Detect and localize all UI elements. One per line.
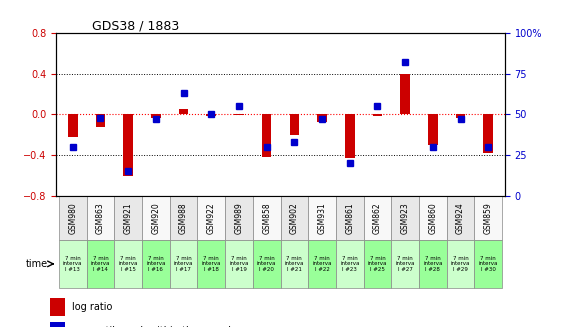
- FancyBboxPatch shape: [59, 240, 86, 288]
- Bar: [484, 114, 493, 153]
- Text: GSM863: GSM863: [96, 202, 105, 234]
- Bar: [262, 114, 272, 157]
- FancyBboxPatch shape: [419, 196, 447, 240]
- FancyBboxPatch shape: [169, 240, 197, 288]
- FancyBboxPatch shape: [225, 240, 253, 288]
- Text: 7 min
interva
l #21: 7 min interva l #21: [284, 256, 304, 272]
- Text: GSM931: GSM931: [318, 202, 327, 234]
- Bar: [345, 114, 355, 158]
- FancyBboxPatch shape: [447, 240, 475, 288]
- Bar: [289, 114, 299, 135]
- FancyBboxPatch shape: [169, 196, 197, 240]
- FancyBboxPatch shape: [308, 196, 336, 240]
- FancyBboxPatch shape: [253, 240, 280, 288]
- FancyBboxPatch shape: [114, 196, 142, 240]
- Text: 7 min
interva
l #19: 7 min interva l #19: [229, 256, 249, 272]
- Bar: [123, 114, 133, 176]
- Text: GDS38 / 1883: GDS38 / 1883: [92, 20, 180, 33]
- Text: log ratio: log ratio: [72, 302, 112, 312]
- FancyBboxPatch shape: [475, 196, 502, 240]
- Bar: [179, 109, 188, 114]
- FancyBboxPatch shape: [475, 240, 502, 288]
- Text: GSM862: GSM862: [373, 202, 382, 234]
- Text: 7 min
interva
l #27: 7 min interva l #27: [396, 256, 415, 272]
- FancyBboxPatch shape: [142, 240, 169, 288]
- FancyBboxPatch shape: [392, 240, 419, 288]
- FancyBboxPatch shape: [419, 240, 447, 288]
- Text: 7 min
interva
l #25: 7 min interva l #25: [367, 256, 387, 272]
- FancyBboxPatch shape: [308, 240, 336, 288]
- Text: 7 min
interva
l #16: 7 min interva l #16: [146, 256, 165, 272]
- FancyBboxPatch shape: [59, 196, 86, 240]
- Text: GSM923: GSM923: [401, 202, 410, 234]
- Text: GSM921: GSM921: [123, 202, 132, 234]
- Text: GSM858: GSM858: [262, 202, 271, 234]
- Bar: [68, 114, 77, 137]
- Text: GSM920: GSM920: [151, 202, 160, 234]
- Bar: [428, 114, 438, 145]
- FancyBboxPatch shape: [197, 196, 225, 240]
- FancyBboxPatch shape: [364, 196, 392, 240]
- FancyBboxPatch shape: [280, 196, 308, 240]
- Text: 7 min
interva
l #29: 7 min interva l #29: [451, 256, 470, 272]
- Bar: [95, 114, 105, 127]
- Text: 7 min
interva
l #14: 7 min interva l #14: [91, 256, 110, 272]
- Bar: [456, 114, 466, 118]
- FancyBboxPatch shape: [280, 240, 308, 288]
- FancyBboxPatch shape: [225, 196, 253, 240]
- Text: GSM859: GSM859: [484, 202, 493, 234]
- Text: GSM860: GSM860: [429, 202, 438, 234]
- Bar: [373, 114, 382, 116]
- Text: 7 min
interva
l #18: 7 min interva l #18: [201, 256, 221, 272]
- FancyBboxPatch shape: [86, 240, 114, 288]
- Bar: [151, 114, 160, 118]
- Text: 7 min
interva
l #28: 7 min interva l #28: [423, 256, 443, 272]
- Bar: [401, 74, 410, 114]
- Bar: [317, 114, 327, 123]
- Text: 7 min
interva
l #15: 7 min interva l #15: [118, 256, 138, 272]
- FancyBboxPatch shape: [392, 196, 419, 240]
- Text: percentile rank within the sample: percentile rank within the sample: [72, 326, 237, 327]
- FancyBboxPatch shape: [364, 240, 392, 288]
- FancyBboxPatch shape: [197, 240, 225, 288]
- Text: time: time: [26, 259, 48, 269]
- Text: GSM922: GSM922: [207, 202, 216, 234]
- Text: 7 min
interva
l #20: 7 min interva l #20: [257, 256, 277, 272]
- FancyBboxPatch shape: [142, 196, 169, 240]
- Text: 7 min
interva
l #22: 7 min interva l #22: [312, 256, 332, 272]
- FancyBboxPatch shape: [86, 196, 114, 240]
- Text: GSM988: GSM988: [179, 202, 188, 234]
- Text: GSM924: GSM924: [456, 202, 465, 234]
- Text: GSM989: GSM989: [234, 202, 243, 234]
- Text: GSM861: GSM861: [345, 202, 354, 234]
- Text: 7 min
interva
l #23: 7 min interva l #23: [340, 256, 360, 272]
- FancyBboxPatch shape: [447, 196, 475, 240]
- Bar: [206, 114, 216, 116]
- Bar: [234, 114, 244, 115]
- Bar: [50, 322, 65, 327]
- FancyBboxPatch shape: [336, 240, 364, 288]
- Text: GSM902: GSM902: [290, 202, 299, 234]
- Text: GSM980: GSM980: [68, 202, 77, 234]
- Text: 7 min
interva
l #13: 7 min interva l #13: [63, 256, 82, 272]
- Text: 7 min
interva
l #30: 7 min interva l #30: [479, 256, 498, 272]
- FancyBboxPatch shape: [336, 196, 364, 240]
- Bar: [50, 298, 65, 316]
- FancyBboxPatch shape: [114, 240, 142, 288]
- FancyBboxPatch shape: [253, 196, 280, 240]
- Text: 7 min
interva
l #17: 7 min interva l #17: [174, 256, 194, 272]
